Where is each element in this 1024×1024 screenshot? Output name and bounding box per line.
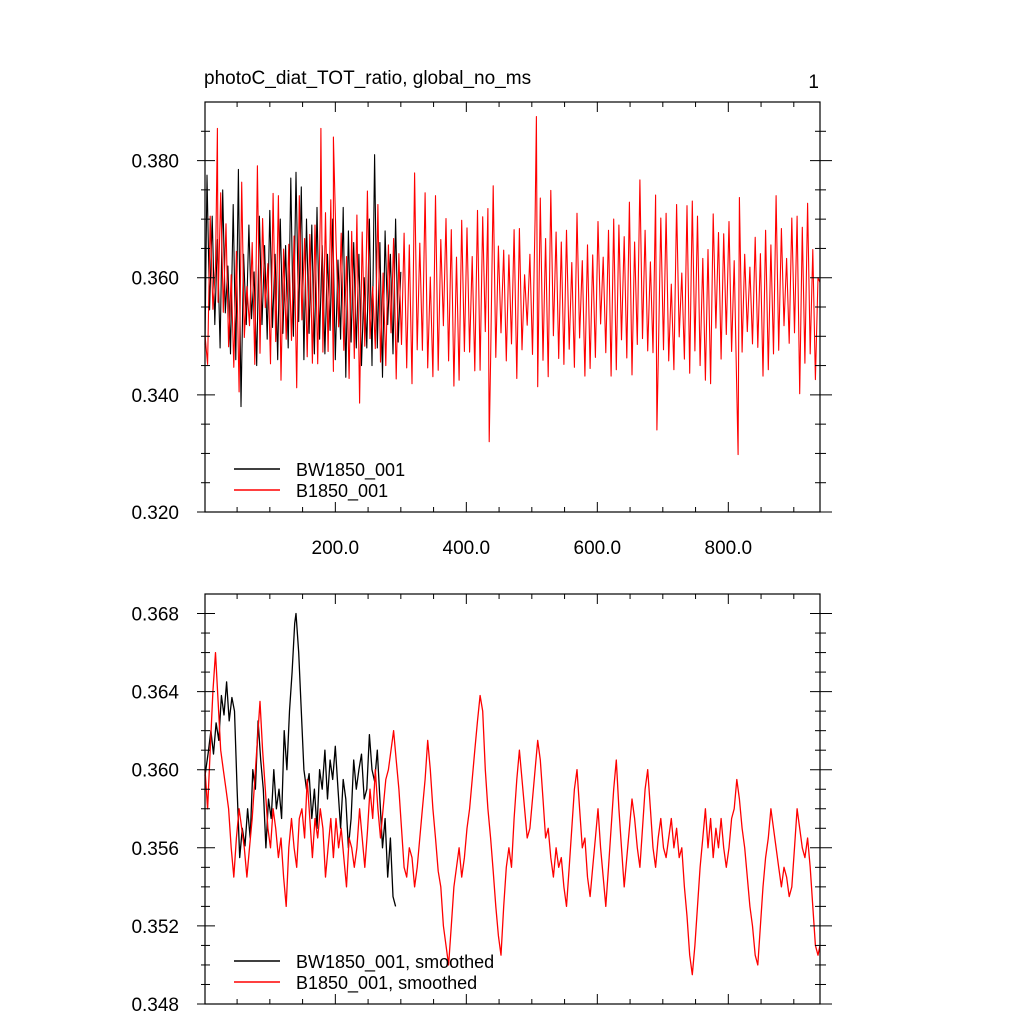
x-tick-label: 400.0: [443, 538, 491, 559]
x-tick-label: 800.0: [705, 538, 753, 559]
legend-label-bw1850: BW1850_001: [296, 460, 405, 481]
y-tick-label: 0.352: [131, 917, 179, 938]
top-series-group: [204, 116, 821, 456]
legend-label-bw1850-smoothed: BW1850_001, smoothed: [296, 952, 494, 973]
y-tick-label: 0.356: [131, 839, 179, 860]
series-line-b1850-001-smoothed: [204, 651, 821, 976]
top-panel: photoC_diat_TOT_ratio, global_no_ms 1 20…: [131, 68, 832, 559]
y-tick-label: 0.380: [131, 152, 179, 173]
bottom-axis-ticks: 0.348 0.352 0.356 0.360 0.364 0.368: [131, 594, 832, 1016]
series-line-bw1850-001-smoothed: [204, 612, 397, 907]
chart-title: photoC_diat_TOT_ratio, global_no_ms: [204, 68, 531, 89]
y-tick-label: 0.360: [131, 761, 179, 782]
top-axis-ticks: 200.0 400.0 600.0 800.0 0.320 0.340 0.360 0.380: [131, 102, 832, 559]
y-tick-label: 0.320: [131, 503, 179, 524]
top-legend: BW1850_001 B1850_001: [234, 460, 405, 502]
y-tick-label: 0.340: [131, 386, 179, 407]
bottom-legend: BW1850_001, smoothed B1850_001, smoothed: [234, 952, 494, 994]
y-tick-label: 0.348: [131, 995, 179, 1016]
y-tick-label: 0.360: [131, 269, 179, 290]
bottom-plot-frame: [204, 593, 821, 1005]
x-tick-label: 600.0: [574, 538, 622, 559]
x-tick-label: 200.0: [312, 538, 360, 559]
bottom-panel: 0.348 0.352 0.356 0.360 0.364 0.368 BW1850_00…: [131, 593, 832, 1016]
bottom-series-group: [204, 612, 821, 976]
y-tick-label: 0.368: [131, 605, 179, 626]
legend-label-b1850: B1850_001: [296, 481, 388, 502]
y-tick-label: 0.364: [131, 683, 179, 704]
legend-label-b1850-smoothed: B1850_001, smoothed: [296, 973, 477, 994]
series-line-b1850-001: [204, 116, 821, 456]
panel-number-label: 1: [808, 72, 819, 93]
